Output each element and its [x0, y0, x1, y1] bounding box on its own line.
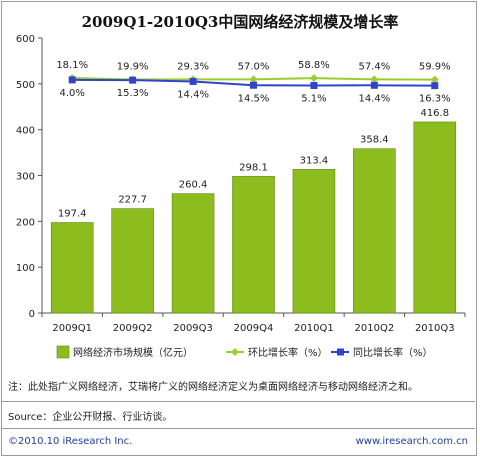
qoq-value-label: 14.5%: [238, 93, 270, 104]
legend-marker-qoq: [231, 348, 239, 356]
bar: [50, 222, 94, 314]
line-point: [370, 81, 378, 89]
x-tick-label: 2009Q3: [173, 323, 213, 334]
qoq-value-label: 14.4%: [177, 89, 209, 100]
y-tick-label: 500: [16, 80, 35, 91]
lines: 18.1% 19.9% 29.3% 57.0% 58.8% 57.4% 59.9% 4.0% 1…: [56, 60, 450, 105]
line-point: [250, 81, 257, 89]
bar: [232, 176, 275, 314]
legend-marker-yoy: [337, 348, 344, 356]
bar-value-label: 260.4: [179, 180, 208, 191]
yoy-value-label: 19.9%: [117, 62, 149, 73]
qoq-value-label: 16.3%: [419, 94, 451, 105]
bar-value-label: 197.4: [58, 209, 87, 220]
line-point: [68, 76, 76, 84]
qoq-value-label: 5.1%: [301, 94, 326, 105]
bar-value-label: 313.4: [300, 155, 329, 166]
x-tick-label: 2010Q3: [415, 323, 455, 334]
chart-title: 2009Q1-2010Q3中国网络经济规模及增长率: [82, 13, 399, 31]
y-tick-label: 0: [29, 309, 35, 320]
yoy-value-label: 59.9%: [419, 62, 451, 73]
legend-label-qoq: 环比增长率（%）: [248, 346, 328, 359]
bar-value-label: 358.4: [360, 135, 389, 146]
line-point: [430, 75, 439, 84]
legend-label-yoy: 同比增长率（%）: [353, 346, 433, 359]
bar: [171, 193, 215, 314]
bar: [353, 148, 396, 314]
x-tick-label: 2009Q4: [234, 323, 274, 334]
line-point: [310, 82, 318, 90]
qoq-value-label: 4.0%: [60, 88, 85, 99]
bars: 197.4 227.7 260.4 298.1 313.4 358.4 416.8: [50, 108, 457, 314]
divider: [1, 428, 475, 429]
yoy-value-label: 57.4%: [358, 61, 390, 72]
line-point: [129, 76, 137, 84]
bar: [292, 169, 336, 314]
legend: 网络经济市场规模（亿元） 环比增长率（%） 同比增长率（%）: [56, 345, 433, 359]
y-tick-label: 100: [16, 263, 35, 274]
line-point: [370, 75, 379, 84]
yoy-value-label: 18.1%: [56, 60, 88, 71]
note-text: 注：此处指广义网络经济，艾瑞将广义的网络经济定义为桌面网络经济与移动网络经济之和…: [8, 382, 418, 393]
qoq-value-label: 15.3%: [117, 88, 149, 99]
line-point: [249, 75, 258, 84]
divider: [1, 401, 475, 402]
y-tick-label: 200: [16, 217, 35, 228]
bar-value-label: 227.7: [118, 195, 147, 206]
y-tick-label: 300: [16, 172, 35, 183]
line-point: [189, 77, 197, 85]
line-point: [431, 82, 439, 90]
qoq-value-label: 14.4%: [358, 93, 390, 104]
bar-value-label: 416.8: [420, 108, 449, 119]
yoy-value-label: 57.0%: [238, 61, 270, 72]
bar-value-label: 298.1: [239, 162, 268, 173]
yoy-value-label: 29.3%: [177, 61, 209, 72]
y-tick-label: 600: [16, 34, 35, 45]
x-tick-label: 2010Q1: [294, 323, 334, 334]
axes: 0 100 200 300 400 500 600 2009Q1 2009Q2 2009Q3 200…: [16, 34, 466, 334]
y-tick-label: 400: [16, 126, 35, 137]
copyright-text: ©2010.10 iResearch Inc.: [8, 436, 133, 447]
line-point: [309, 74, 318, 83]
yoy-value-label: 58.8%: [298, 60, 330, 71]
website-link[interactable]: www.iresearch.com.cn: [355, 436, 468, 447]
source-text: Source：企业公开财报、行业访谈。: [8, 412, 173, 423]
x-tick-label: 2009Q2: [113, 323, 153, 334]
x-tick-label: 2010Q2: [355, 323, 395, 334]
bar: [111, 208, 154, 314]
bar: [413, 121, 457, 314]
legend-label-bar: 网络经济市场规模（亿元）: [73, 346, 193, 359]
legend-swatch-bar: [56, 345, 70, 359]
x-tick-label: 2009Q1: [52, 323, 92, 334]
